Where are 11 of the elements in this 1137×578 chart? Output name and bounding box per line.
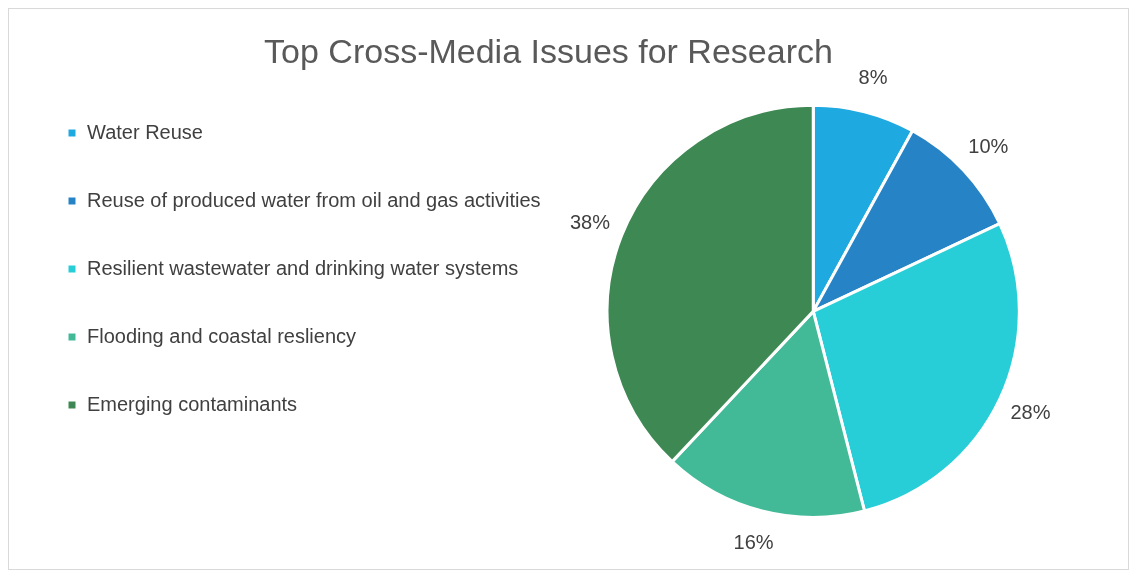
data-label: 28% <box>1010 401 1051 424</box>
data-label: 38% <box>570 210 611 233</box>
data-label: 8% <box>858 66 888 89</box>
chart-title: Top Cross-Media Issues for Research <box>264 31 833 70</box>
legend-label: Resilient wastewater and drinking water systems <box>87 256 519 279</box>
data-label: 10% <box>968 134 1009 157</box>
legend-label: Water Reuse <box>87 120 203 143</box>
legend-label: Flooding and coastal resliency <box>87 324 357 347</box>
legend-label: Emerging contaminants <box>87 392 298 415</box>
data-label: 16% <box>733 531 774 554</box>
legend-label: Reuse of produced water from oil and gas activities <box>87 188 541 211</box>
